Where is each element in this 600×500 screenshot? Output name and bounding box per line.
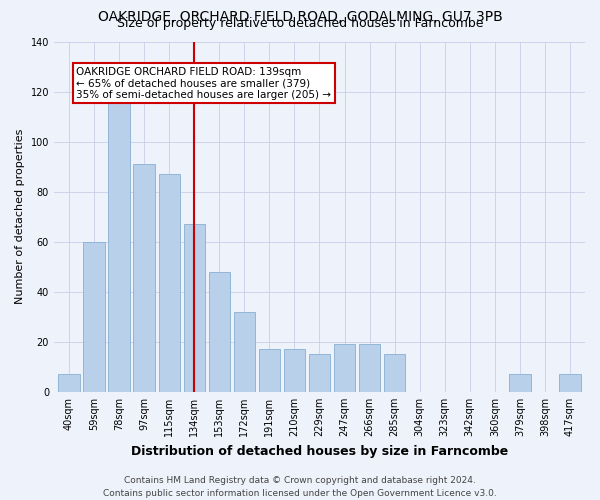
Bar: [359, 344, 380, 392]
Text: Size of property relative to detached houses in Farncombe: Size of property relative to detached ho…: [117, 18, 483, 30]
Bar: [133, 164, 155, 392]
X-axis label: Distribution of detached houses by size in Farncombe: Distribution of detached houses by size …: [131, 444, 508, 458]
Bar: [209, 272, 230, 392]
Bar: [384, 354, 405, 392]
Text: OAKRIDGE, ORCHARD FIELD ROAD, GODALMING, GU7 3PB: OAKRIDGE, ORCHARD FIELD ROAD, GODALMING,…: [98, 10, 502, 24]
Bar: [559, 374, 581, 392]
Bar: [158, 174, 180, 392]
Bar: [309, 354, 330, 392]
Bar: [509, 374, 530, 392]
Text: OAKRIDGE ORCHARD FIELD ROAD: 139sqm
← 65% of detached houses are smaller (379)
3: OAKRIDGE ORCHARD FIELD ROAD: 139sqm ← 65…: [76, 66, 331, 100]
Bar: [58, 374, 80, 392]
Bar: [233, 312, 255, 392]
Bar: [259, 350, 280, 392]
Bar: [109, 102, 130, 392]
Text: Contains HM Land Registry data © Crown copyright and database right 2024.
Contai: Contains HM Land Registry data © Crown c…: [103, 476, 497, 498]
Y-axis label: Number of detached properties: Number of detached properties: [15, 129, 25, 304]
Bar: [83, 242, 104, 392]
Bar: [334, 344, 355, 392]
Bar: [184, 224, 205, 392]
Bar: [284, 350, 305, 392]
